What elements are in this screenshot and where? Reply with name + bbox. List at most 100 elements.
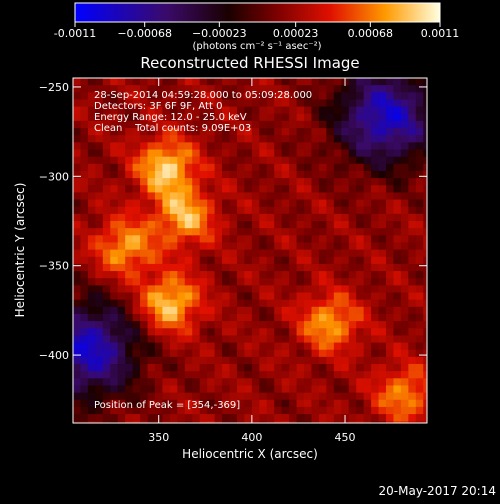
heatmap-cell <box>132 113 141 122</box>
heatmap-cell <box>236 249 246 258</box>
heatmap-cell <box>326 414 335 422</box>
heatmap-cell <box>259 342 268 351</box>
heatmap-cell <box>356 256 365 265</box>
heatmap-cell <box>229 149 238 158</box>
heatmap-cell <box>125 235 134 244</box>
heatmap-cell <box>356 399 365 408</box>
x-tick-label: 350 <box>148 431 169 444</box>
heatmap-cell <box>266 371 275 379</box>
heatmap-cell <box>117 213 126 222</box>
heatmap-cell <box>87 206 96 215</box>
heatmap-cell <box>169 349 178 358</box>
heatmap-cell <box>95 349 104 358</box>
heatmap-cell <box>371 313 380 322</box>
heatmap-cell <box>154 285 164 294</box>
heatmap-cell <box>184 221 193 229</box>
heatmap-cell <box>281 199 290 208</box>
heatmap-cell <box>356 421 365 423</box>
heatmap-cell <box>154 349 164 358</box>
heatmap-cell <box>393 228 402 236</box>
heatmap-cell <box>333 163 342 172</box>
heatmap-cell <box>169 249 178 258</box>
heatmap-cell <box>259 178 268 186</box>
heatmap-cell <box>259 78 268 86</box>
heatmap-cell <box>162 385 171 394</box>
heatmap-cell <box>192 335 201 344</box>
heatmap-cell <box>296 228 305 236</box>
heatmap-cell <box>356 228 365 236</box>
heatmap-cell <box>95 278 104 286</box>
heatmap-cell <box>415 306 424 315</box>
heatmap-cell <box>95 364 104 372</box>
heatmap-cell <box>95 335 104 344</box>
heatmap-cell <box>214 292 223 301</box>
heatmap-cell <box>102 378 111 387</box>
heatmap-cell <box>229 163 238 172</box>
heatmap-cell <box>393 342 402 351</box>
heatmap-cell <box>296 313 305 322</box>
heatmap-cell <box>259 285 268 294</box>
heatmap-cell <box>117 306 126 315</box>
heatmap-cell <box>326 335 335 344</box>
heatmap-cell <box>318 299 327 308</box>
x-axis-label: Heliocentric X (arcsec) <box>182 447 318 461</box>
heatmap-cell <box>378 120 387 129</box>
heatmap-cell <box>162 99 171 108</box>
heatmap-cell <box>311 199 320 208</box>
heatmap-cell <box>333 285 342 294</box>
heatmap-cell <box>229 128 238 136</box>
heatmap-cell <box>281 364 290 372</box>
heatmap-cell <box>95 306 104 315</box>
heatmap-cell <box>147 349 156 358</box>
heatmap-cell <box>244 149 253 158</box>
heatmap-cell <box>147 199 156 208</box>
heatmap-cell <box>423 92 427 101</box>
heatmap-cell <box>110 271 119 279</box>
heatmap-cell <box>192 85 201 93</box>
footer-date: 20-May-2017 20:14 <box>379 484 496 498</box>
heatmap-cell <box>73 406 82 415</box>
heatmap-cell <box>348 349 357 358</box>
heatmap-cell <box>177 78 186 86</box>
heatmap-cell <box>348 342 357 351</box>
heatmap-cell <box>363 142 372 151</box>
heatmap-cell <box>386 99 395 108</box>
heatmap-cell <box>236 113 246 122</box>
heatmap-cell <box>341 256 350 265</box>
heatmap-cell <box>236 285 246 294</box>
heatmap-cell <box>304 364 313 372</box>
heatmap-cell <box>371 221 380 229</box>
heatmap-cell <box>311 364 320 372</box>
heatmap-cell <box>296 271 305 279</box>
heatmap-cell <box>207 242 216 251</box>
heatmap-cell <box>184 328 193 337</box>
heatmap-cell <box>214 242 223 251</box>
heatmap-cell <box>296 149 305 158</box>
heatmap-cell <box>318 392 327 401</box>
heatmap-cell <box>184 249 193 258</box>
heatmap-cell <box>132 135 141 143</box>
heatmap-cell <box>289 356 298 365</box>
heatmap-cell <box>400 99 409 108</box>
heatmap-cell <box>281 278 290 286</box>
heatmap-cell <box>363 78 372 86</box>
heatmap-cell <box>311 135 320 143</box>
heatmap-cell <box>244 142 253 151</box>
heatmap-cell <box>236 335 246 344</box>
heatmap-cell <box>169 271 178 279</box>
heatmap-cell <box>169 206 178 215</box>
y-tick-label: −250 <box>39 81 69 94</box>
heatmap-cell <box>266 92 275 101</box>
heatmap-cell <box>386 199 395 208</box>
heatmap-cell <box>371 371 380 379</box>
heatmap-cell <box>408 263 417 272</box>
heatmap-cell <box>326 356 335 365</box>
heatmap-cell <box>102 414 111 422</box>
heatmap-cell <box>348 278 357 286</box>
heatmap-cell <box>87 128 96 136</box>
heatmap-cell <box>341 392 350 401</box>
heatmap-cell <box>140 135 149 143</box>
heatmap-cell <box>326 299 335 308</box>
heatmap-cell <box>192 128 201 136</box>
heatmap-cell <box>281 78 290 86</box>
